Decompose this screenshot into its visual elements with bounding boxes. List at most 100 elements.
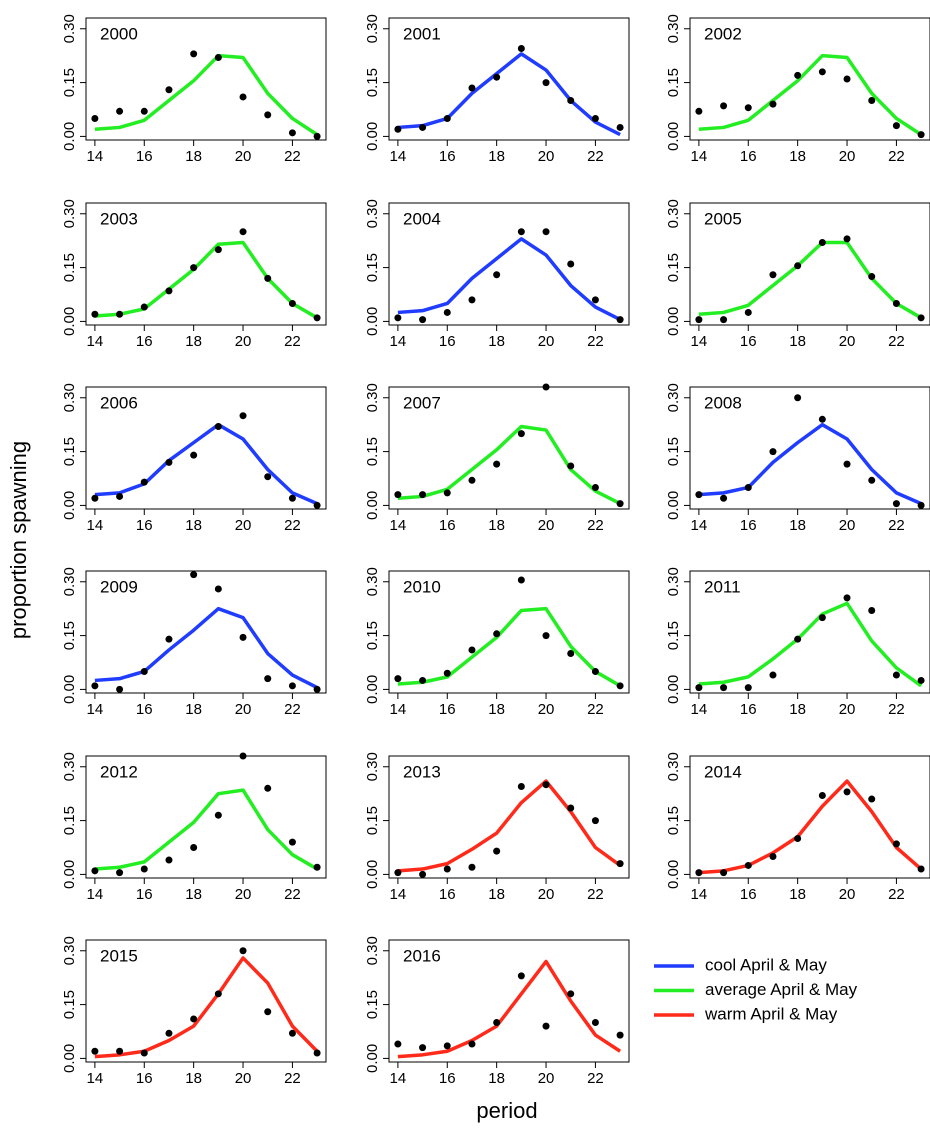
x-tick-label: 18 xyxy=(488,333,505,350)
observed-point xyxy=(591,296,599,304)
observed-point xyxy=(769,448,777,456)
x-tick-label: 16 xyxy=(740,701,757,718)
panel-title: 2013 xyxy=(403,762,441,781)
observed-point xyxy=(794,835,802,843)
observed-point xyxy=(140,478,148,486)
x-tick-label: 18 xyxy=(185,148,202,165)
observed-point xyxy=(116,1047,124,1055)
x-tick-label: 16 xyxy=(136,886,153,903)
fitted-line xyxy=(94,788,318,871)
y-tick-label: 0.00 xyxy=(61,675,78,704)
observed-point xyxy=(394,675,402,683)
observed-point xyxy=(288,129,296,137)
observed-point xyxy=(239,633,247,641)
plot-frame xyxy=(85,17,327,141)
observed-point xyxy=(917,501,925,509)
plot-frame xyxy=(85,570,327,694)
observed-point xyxy=(843,594,851,602)
observed-point xyxy=(468,476,476,484)
observed-point xyxy=(517,972,525,980)
observed-point xyxy=(239,93,247,101)
plot-frame xyxy=(689,17,930,141)
x-tick-label: 22 xyxy=(587,333,604,350)
observed-point xyxy=(313,685,321,693)
observed-point xyxy=(214,585,222,593)
observed-point xyxy=(91,310,99,318)
plot-frame xyxy=(85,939,327,1063)
y-tick-label: 0.00 xyxy=(665,307,682,336)
x-tick-label: 20 xyxy=(538,701,555,718)
observed-point xyxy=(493,73,501,81)
observed-point xyxy=(616,1031,624,1039)
observed-point xyxy=(190,844,198,851)
observed-point xyxy=(818,415,826,423)
y-tick-label: 0.15 xyxy=(61,806,78,835)
observed-point xyxy=(744,483,752,491)
observed-point xyxy=(165,287,173,295)
observed-point xyxy=(517,783,525,790)
observed-point xyxy=(214,422,222,430)
y-tick-label: 0.00 xyxy=(665,491,682,520)
x-tick-label: 18 xyxy=(488,886,505,903)
x-tick-label: 18 xyxy=(185,886,202,903)
observed-point xyxy=(165,86,173,94)
x-tick-label: 22 xyxy=(888,333,905,350)
panel-title: 2014 xyxy=(704,762,742,781)
x-tick-label: 20 xyxy=(235,701,252,718)
panel: 2006 14 16 18 20 22 0.00 0.15 0.30 xyxy=(61,383,327,534)
observed-point xyxy=(443,865,451,873)
observed-point xyxy=(443,1042,451,1050)
x-tick-label: 16 xyxy=(439,1070,456,1087)
panel: 2015 14 16 18 20 22 0.00 0.15 0.30 xyxy=(61,936,327,1087)
x-tick-label: 22 xyxy=(284,1070,301,1087)
y-tick-label: 0.15 xyxy=(364,437,381,466)
observed-point xyxy=(892,122,900,130)
y-axis-label: proportion spawning xyxy=(6,441,31,639)
observed-point xyxy=(140,303,148,311)
plot-frame xyxy=(689,202,930,326)
observed-point xyxy=(239,228,247,236)
panel: 2002 14 16 18 20 22 0.00 0.15 0.30 xyxy=(665,14,930,165)
observed-point xyxy=(419,123,427,131)
x-tick-label: 20 xyxy=(839,886,856,903)
x-tick-label: 16 xyxy=(136,1070,153,1087)
x-tick-label: 16 xyxy=(740,333,757,350)
y-tick-label: 0.15 xyxy=(665,437,682,466)
panel: 2010 14 16 18 20 22 0.00 0.15 0.30 xyxy=(364,567,630,718)
x-tick-label: 18 xyxy=(185,1070,202,1087)
observed-point xyxy=(190,571,198,579)
observed-point xyxy=(744,861,752,869)
observed-point xyxy=(165,856,173,864)
panel: 2007 14 16 18 20 22 0.00 0.15 0.30 xyxy=(364,383,630,534)
observed-point xyxy=(116,685,124,693)
y-tick-label: 0.15 xyxy=(665,253,682,282)
y-tick-label: 0.30 xyxy=(364,199,381,228)
y-tick-label: 0.15 xyxy=(61,990,78,1019)
x-tick-label: 16 xyxy=(740,148,757,165)
observed-point xyxy=(394,491,402,499)
observed-point xyxy=(892,500,900,508)
observed-point xyxy=(769,671,777,679)
y-tick-label: 0.00 xyxy=(61,307,78,336)
x-tick-label: 14 xyxy=(87,148,104,165)
panel-title: 2008 xyxy=(704,393,742,412)
observed-point xyxy=(394,125,402,133)
observed-point xyxy=(843,788,851,796)
observed-point xyxy=(493,847,501,855)
x-tick-label: 18 xyxy=(789,333,806,350)
observed-point xyxy=(394,869,402,877)
y-tick-label: 0.15 xyxy=(665,806,682,835)
observed-point xyxy=(917,865,925,873)
fitted-line xyxy=(94,956,319,1059)
x-tick-label: 16 xyxy=(136,517,153,534)
x-tick-label: 20 xyxy=(235,148,252,165)
x-tick-label: 20 xyxy=(538,148,555,165)
x-tick-label: 16 xyxy=(136,701,153,718)
plot-frame xyxy=(388,755,630,879)
x-tick-label: 14 xyxy=(390,886,407,903)
y-tick-label: 0.15 xyxy=(364,621,381,650)
x-tick-label: 14 xyxy=(87,333,104,350)
x-tick-label: 16 xyxy=(439,148,456,165)
legend-label: cool April & May xyxy=(705,955,827,974)
x-tick-label: 16 xyxy=(439,886,456,903)
